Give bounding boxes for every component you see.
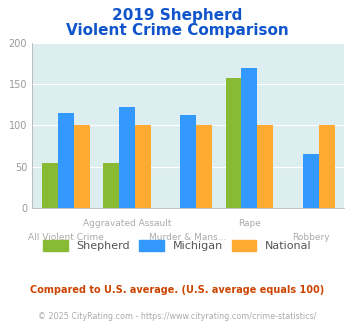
Text: Compared to U.S. average. (U.S. average equals 100): Compared to U.S. average. (U.S. average …: [31, 285, 324, 295]
Text: Robbery: Robbery: [292, 233, 329, 242]
Text: All Violent Crime: All Violent Crime: [28, 233, 104, 242]
Text: 2019 Shepherd: 2019 Shepherd: [112, 8, 243, 23]
Bar: [319, 125, 334, 208]
Text: Rape: Rape: [238, 219, 261, 228]
Bar: [42, 163, 58, 208]
Bar: [257, 125, 273, 208]
Bar: [119, 107, 135, 208]
Bar: [241, 68, 257, 208]
Legend: Shepherd, Michigan, National: Shepherd, Michigan, National: [40, 237, 315, 254]
Bar: [225, 78, 241, 208]
Bar: [196, 125, 212, 208]
Text: Aggravated Assault: Aggravated Assault: [83, 219, 171, 228]
Bar: [303, 154, 319, 208]
Bar: [135, 125, 151, 208]
Bar: [73, 125, 89, 208]
Text: Violent Crime Comparison: Violent Crime Comparison: [66, 23, 289, 38]
Bar: [103, 163, 119, 208]
Text: Murder & Mans...: Murder & Mans...: [149, 233, 227, 242]
Bar: [58, 113, 73, 208]
Bar: [180, 115, 196, 208]
Text: © 2025 CityRating.com - https://www.cityrating.com/crime-statistics/: © 2025 CityRating.com - https://www.city…: [38, 312, 317, 321]
